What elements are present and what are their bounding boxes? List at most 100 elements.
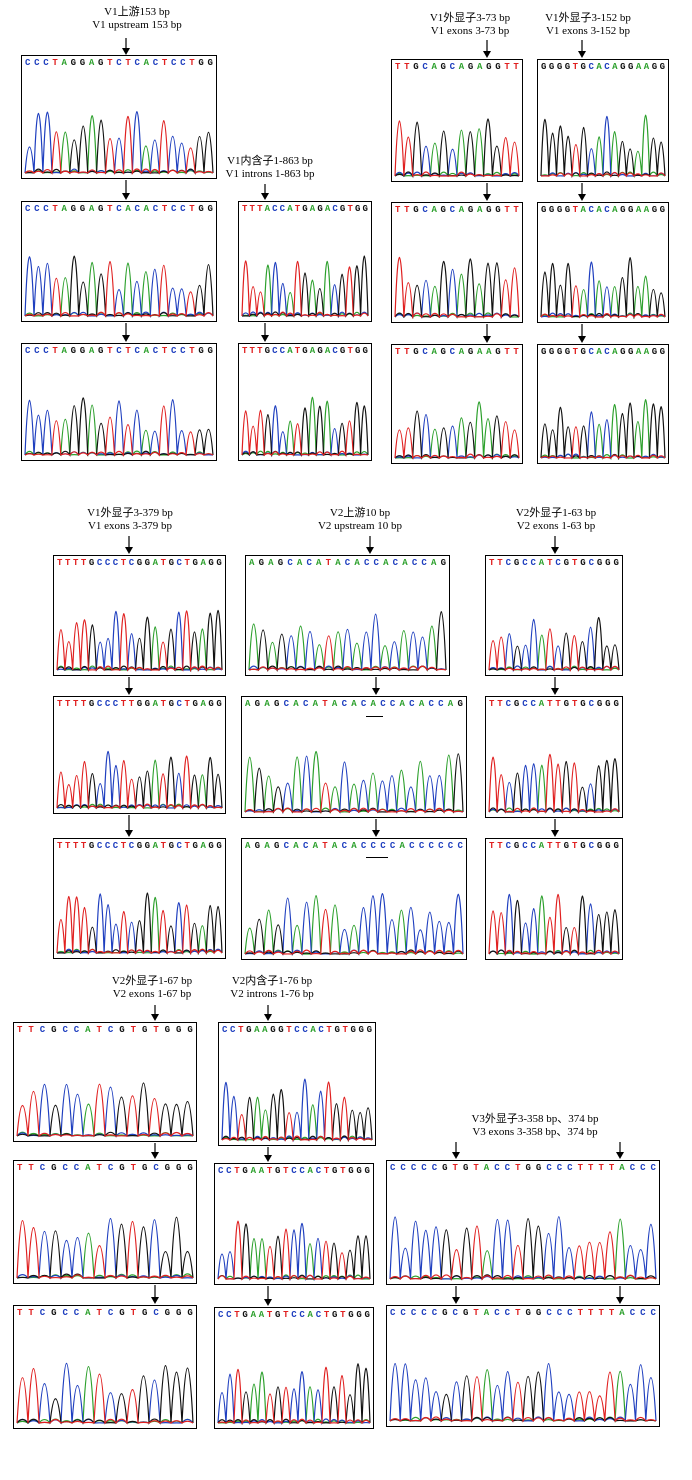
base-letter: G — [119, 1163, 125, 1173]
base-letter: C — [294, 1025, 300, 1035]
down-arrow-icon — [551, 536, 559, 554]
base-letter: C — [107, 1025, 114, 1035]
trace-t — [394, 257, 520, 320]
base-letter: G — [442, 1163, 448, 1173]
base-letter: G — [207, 58, 213, 68]
base-letter: C — [171, 58, 177, 68]
label-en: V2 exons 1-67 bp — [112, 988, 192, 1000]
base-letter: A — [88, 58, 95, 68]
base-letter: T — [340, 1310, 346, 1320]
base-letter: T — [608, 1308, 615, 1318]
base-letter: C — [390, 1308, 396, 1318]
base-letter: G — [242, 1310, 248, 1320]
base-letter: C — [421, 558, 427, 568]
base-letter: A — [476, 62, 483, 72]
label-zh: V1外显子3-73 bp — [429, 12, 511, 24]
base-letter: T — [64, 558, 71, 568]
trace-c — [244, 893, 464, 956]
base-letter: C — [112, 558, 119, 568]
base-letter: C — [134, 58, 140, 68]
base-letter: T — [294, 346, 301, 356]
base-letter: G — [216, 558, 222, 568]
base-letter: G — [176, 1025, 182, 1035]
trace-c — [540, 261, 666, 319]
base-letter: G — [168, 558, 174, 568]
base-letter: C — [73, 1163, 80, 1173]
base-letter: A — [250, 1310, 256, 1320]
trace-t — [389, 1225, 657, 1281]
base-letter: G — [525, 1308, 531, 1318]
base-letter: C — [272, 346, 278, 356]
down-arrow-icon — [125, 677, 133, 695]
base-letter: C — [152, 58, 159, 68]
trace-area — [24, 255, 214, 319]
base-letter: G — [176, 1308, 182, 1318]
label-v3-exons: V3外显子3-358 bp、374 bp V3 exons 3-358 bp、3… — [450, 1113, 620, 1139]
base-letter: G — [98, 204, 104, 214]
base-letter: T — [72, 841, 79, 851]
base-letter: C — [287, 558, 293, 568]
base-letter: T — [283, 1310, 289, 1320]
base-letter: G — [88, 558, 95, 568]
base-letter: C — [116, 204, 122, 214]
label-zh: V1内含子1-863 bp — [227, 155, 313, 167]
trace-t — [488, 894, 620, 957]
base-letter: G — [462, 1308, 469, 1318]
base-letter: G — [356, 1166, 362, 1176]
base-letter: C — [360, 841, 367, 851]
base-letter: T — [547, 558, 553, 568]
trace-area — [16, 1363, 194, 1425]
base-letter: G — [198, 204, 204, 214]
base-letter: A — [635, 62, 642, 72]
base-letter: G — [70, 204, 77, 214]
base-letter: T — [547, 699, 553, 709]
base-letter: C — [218, 1310, 224, 1320]
base-letter: C — [452, 1308, 458, 1318]
base-letter: C — [96, 841, 103, 851]
base-letter: A — [258, 1310, 265, 1320]
base-letter: T — [130, 1025, 136, 1035]
base-letter: C — [588, 841, 594, 851]
base-letter: T — [107, 58, 113, 68]
base-letter: G — [176, 1163, 182, 1173]
base-letter: G — [331, 1166, 338, 1176]
base-letter: T — [249, 204, 255, 214]
base-letter: G — [620, 205, 626, 215]
trace-area — [244, 751, 464, 814]
base-letter: T — [161, 58, 168, 68]
base-letter: C — [39, 1163, 46, 1173]
base-letter: A — [249, 558, 255, 568]
label-en: V1 exons 3-73 bp — [430, 25, 510, 37]
base-letter: A — [430, 558, 437, 568]
base-letter: C — [640, 1163, 646, 1173]
base-letter: A — [399, 841, 405, 851]
base-letter: G — [317, 346, 323, 356]
base-letter: C — [25, 204, 31, 214]
base-letter: T — [571, 699, 578, 709]
base-letter: C — [418, 841, 425, 851]
base-letter: C — [39, 1025, 46, 1035]
down-arrow-icon — [483, 183, 491, 201]
base-letter: T — [57, 699, 63, 709]
base-letter: C — [180, 204, 186, 214]
base-letter: G — [580, 62, 586, 72]
base-letter: A — [643, 205, 650, 215]
down-arrow-icon — [551, 677, 559, 695]
base-letter: A — [61, 58, 67, 68]
base-letter: G — [242, 1166, 248, 1176]
base-letter: C — [104, 699, 111, 709]
base-letter: G — [270, 1025, 276, 1035]
base-letter: C — [291, 1166, 297, 1176]
underline-mark — [366, 857, 388, 858]
base-letter: T — [286, 1025, 292, 1035]
base-letter: T — [189, 204, 195, 214]
trace-area — [488, 894, 620, 957]
base-letter: G — [246, 1025, 252, 1035]
base-letter: C — [344, 558, 351, 568]
